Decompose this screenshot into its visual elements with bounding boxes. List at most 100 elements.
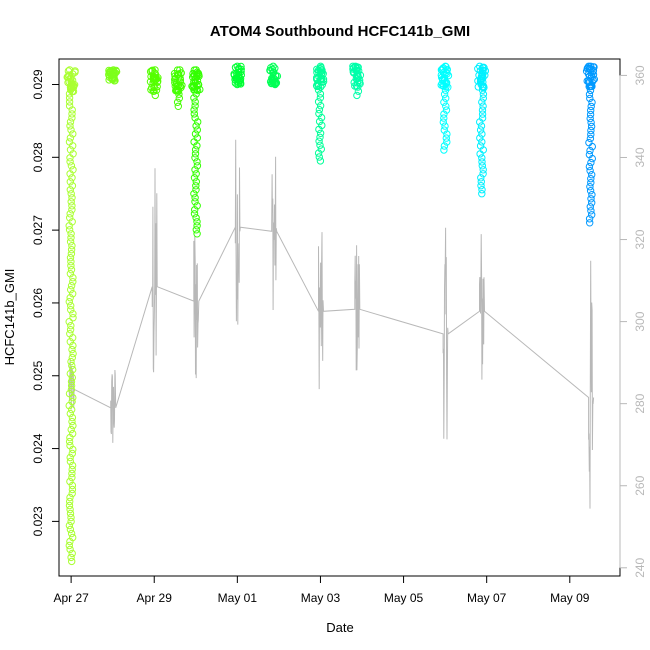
data-point	[587, 158, 595, 167]
data-point	[65, 298, 74, 306]
data-point	[190, 106, 198, 114]
data-point	[151, 91, 160, 100]
data-point	[192, 186, 200, 194]
data-point	[65, 98, 74, 106]
data-point	[68, 114, 76, 122]
data-point	[68, 110, 76, 118]
data-point	[68, 182, 77, 190]
y-tick-label: 0.028	[31, 142, 45, 172]
data-point	[69, 278, 77, 286]
y-tick-label: 0.023	[31, 506, 45, 536]
data-point	[439, 118, 447, 126]
data-point	[443, 138, 451, 146]
data-point	[68, 353, 77, 362]
data-point	[68, 206, 76, 214]
data-point	[477, 122, 486, 130]
data-point	[69, 290, 77, 298]
data-point	[191, 206, 199, 214]
data-point	[352, 72, 361, 80]
data-point	[586, 183, 594, 191]
data-point	[587, 207, 595, 215]
data-point	[190, 210, 199, 218]
data-point	[68, 465, 76, 474]
data-point	[481, 71, 489, 80]
data-point	[190, 110, 199, 118]
data-point	[315, 106, 324, 114]
data-point	[588, 211, 596, 219]
data-point	[68, 473, 76, 482]
data-point	[69, 349, 77, 358]
data-point	[66, 238, 75, 246]
data-point	[63, 73, 71, 81]
data-point	[68, 405, 76, 414]
data-point	[231, 79, 240, 87]
data-point	[440, 114, 448, 122]
data-point	[272, 79, 281, 87]
x-axis-label: Date	[326, 620, 353, 635]
data-point	[478, 98, 486, 106]
y-axis-label: HCFC141b_GMI	[2, 269, 17, 366]
y2-tick-label: 240	[633, 557, 647, 577]
data-point	[67, 262, 75, 270]
data-point	[68, 174, 76, 182]
data-point	[191, 102, 199, 110]
data-point	[67, 230, 75, 238]
data-point	[319, 70, 327, 78]
data-point	[479, 94, 487, 102]
chart-title: ATOM4 Southbound HCFC141b_GMI	[210, 23, 470, 40]
data-point	[71, 68, 79, 76]
y2-tick-label: 360	[633, 65, 647, 85]
data-point	[66, 453, 74, 462]
x-tick-label: May 05	[384, 591, 424, 605]
data-point	[586, 219, 594, 227]
data-point	[65, 401, 73, 410]
data-point	[316, 90, 325, 98]
data-point	[69, 365, 77, 374]
data-point	[66, 433, 74, 442]
data-point	[316, 94, 325, 102]
data-point	[67, 306, 75, 314]
data-point	[194, 118, 202, 126]
data-point	[189, 73, 197, 81]
data-point	[586, 146, 594, 155]
data-point	[68, 481, 77, 490]
data-point	[69, 445, 77, 454]
data-point	[479, 166, 487, 174]
data-point	[477, 80, 485, 89]
x-tick-label: May 09	[550, 591, 590, 605]
data-point	[67, 162, 76, 170]
data-point	[68, 87, 77, 96]
data-point	[66, 497, 74, 506]
data-point	[69, 314, 77, 322]
data-point	[173, 98, 182, 107]
data-point	[193, 77, 202, 85]
x-tick-label: May 03	[301, 591, 341, 605]
data-point	[68, 106, 76, 114]
data-point	[478, 190, 486, 198]
data-point	[66, 158, 74, 166]
data-point	[588, 154, 596, 163]
scatter-series	[63, 62, 598, 566]
data-point	[67, 517, 75, 526]
data-point	[316, 133, 324, 142]
data-point	[66, 118, 75, 126]
y-tick-label: 0.026	[31, 288, 45, 318]
data-point	[442, 102, 450, 110]
data-point	[315, 137, 323, 145]
data-point	[442, 106, 451, 114]
data-point	[171, 74, 180, 83]
data-point	[67, 266, 76, 274]
data-point	[172, 86, 180, 95]
data-point	[585, 215, 594, 223]
data-point	[68, 242, 76, 250]
data-point	[67, 286, 75, 294]
data-point	[68, 469, 76, 478]
data-point	[316, 157, 325, 165]
data-point	[174, 74, 182, 82]
data-point	[266, 66, 274, 75]
data-point	[477, 76, 485, 84]
data-point	[586, 86, 595, 95]
data-point	[173, 66, 182, 74]
y-tick-label: 0.025	[31, 360, 45, 390]
data-point	[68, 373, 77, 382]
